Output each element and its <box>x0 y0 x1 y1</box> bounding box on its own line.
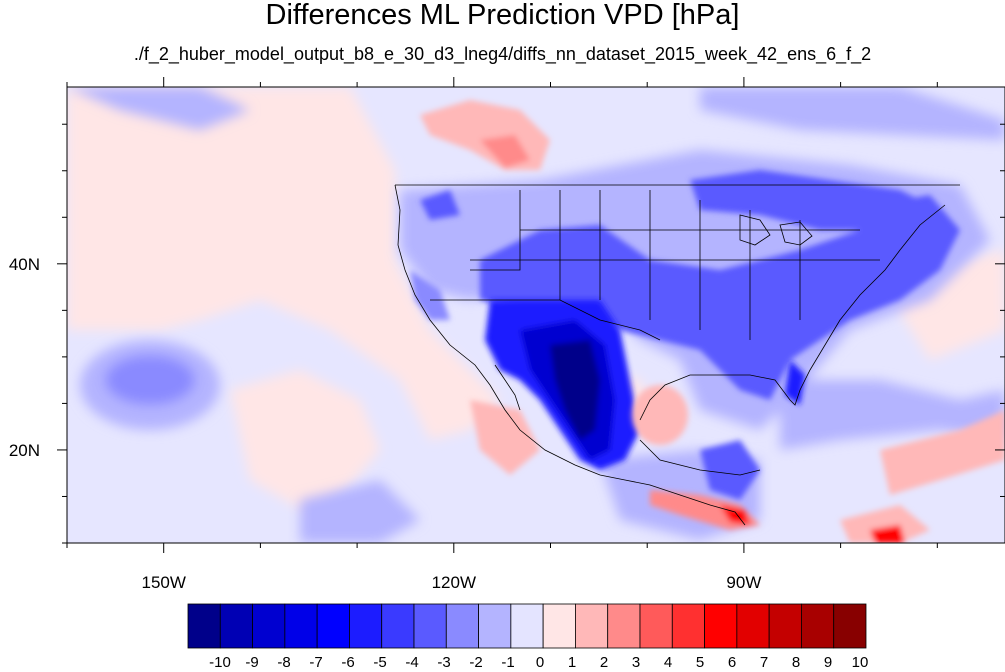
colorbar-label: -8 <box>277 654 290 671</box>
colorbar-swatch <box>284 603 318 649</box>
colorbar-label: 1 <box>568 654 576 671</box>
colorbar-label: -9 <box>245 654 258 671</box>
colorbar-label: 0 <box>536 654 544 671</box>
coastlines-and-borders <box>394 184 960 526</box>
colorbar-swatch <box>671 603 705 649</box>
colorbar-label: 9 <box>824 654 832 671</box>
colorbar-label: -5 <box>373 654 386 671</box>
colorbar-swatch <box>736 603 770 649</box>
colorbar-swatch <box>316 603 350 649</box>
lon-tick-label: 90W <box>726 573 761 592</box>
lat-tick-label: 20N <box>9 441 40 460</box>
colorbar-swatch <box>801 603 835 649</box>
colorbar-swatch <box>413 603 447 649</box>
axis-labels: 150W 120W 90W 40N 20N <box>9 255 762 592</box>
colorbar-label: 8 <box>792 654 800 671</box>
colorbar-label: -3 <box>437 654 450 671</box>
colorbar-label: 3 <box>632 654 640 671</box>
colorbar-label: 7 <box>760 654 768 671</box>
lat-tick-label: 40N <box>9 255 40 274</box>
colorbar-swatch <box>445 603 479 649</box>
colorbar-label: -6 <box>341 654 354 671</box>
colorbar-swatch <box>219 603 253 649</box>
colorbar-swatch <box>607 603 641 649</box>
colorbar-swatch <box>381 603 415 649</box>
map-plot-area <box>67 87 1005 543</box>
lon-tick-label: 120W <box>432 573 476 592</box>
colorbar-swatch <box>478 603 512 649</box>
colorbar-label: -10 <box>209 654 231 671</box>
colorbar-swatch <box>833 603 867 649</box>
axis-ticks <box>57 77 1005 553</box>
colorbar-swatch <box>768 603 802 649</box>
map-subtitle: ./f_2_huber_model_output_b8_e_30_d3_lneg… <box>133 44 872 64</box>
field-deep-negative <box>485 300 805 470</box>
field-positive <box>420 100 1005 543</box>
map-title: Differences ML Prediction VPD [hPa] <box>265 0 740 31</box>
colorbar-swatch <box>349 603 383 649</box>
colorbar-label: 4 <box>664 654 672 671</box>
colorbar-label: -7 <box>309 654 322 671</box>
colorbar-label: 6 <box>728 654 736 671</box>
colorbar-label: -4 <box>405 654 418 671</box>
colorbar-label: -1 <box>501 654 514 671</box>
colorbar-swatch <box>704 603 738 649</box>
colorbar-swatch <box>187 603 221 649</box>
colorbar-label: 5 <box>696 654 704 671</box>
lon-tick-label: 150W <box>141 573 185 592</box>
map-frame <box>66 86 1005 544</box>
colorbar-swatch <box>252 603 286 649</box>
colorbar-swatch <box>639 603 673 649</box>
colorbar-label: -2 <box>469 654 482 671</box>
colorbar-label: 10 <box>852 654 869 671</box>
colorbar: -10 -9 -8 -7 -6 -5 -4 -3 -2 -1 0 1 2 3 4 5 6 7 8 9 10 <box>187 603 869 671</box>
colorbar-swatch <box>510 603 544 649</box>
colorbar-label: 2 <box>600 654 608 671</box>
colorbar-swatch <box>575 603 609 649</box>
colorbar-swatch <box>542 603 576 649</box>
